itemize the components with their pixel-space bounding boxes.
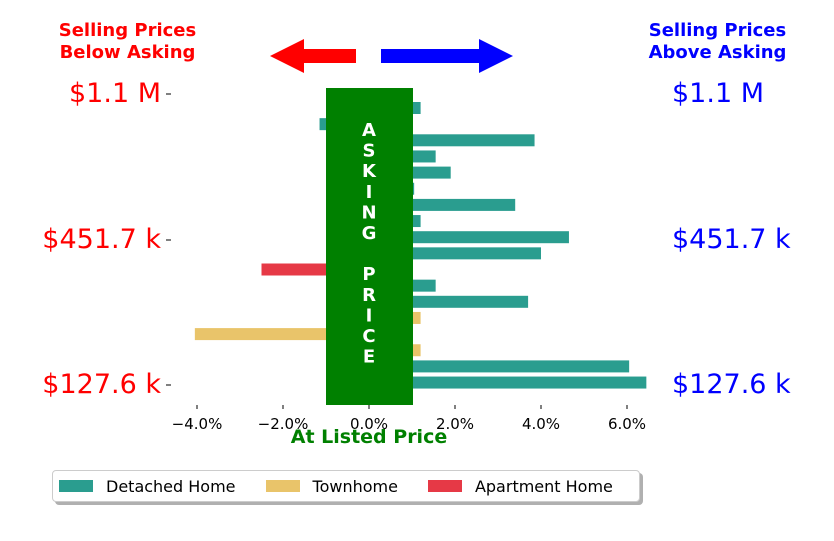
above-asking-title: Selling Prices Above Asking — [625, 20, 810, 64]
x-tick-label-0: −4.0% — [172, 415, 223, 433]
asking-letter-w2-2: I — [366, 305, 373, 326]
legend-swatch-apartment-home — [427, 480, 462, 492]
asking-letter-w1-2: K — [362, 161, 377, 182]
legend-item-townhome: Townhome — [265, 476, 398, 496]
bar-townhome-14 — [194, 328, 369, 341]
bars — [194, 102, 647, 389]
x-axis-label: At Listed Price — [290, 426, 448, 448]
bar-detached-home-8 — [369, 231, 569, 244]
asking-letter-w2-4: E — [363, 347, 375, 368]
above-asking-title-line2: Above Asking — [648, 42, 787, 63]
left-price-tick-marks — [166, 93, 171, 386]
asking-price-box — [326, 88, 413, 405]
price-label-left-top: $1.1 M — [69, 78, 161, 109]
below-asking-title-line1: Selling Prices — [58, 20, 197, 41]
asking-letter-w1-0: A — [362, 120, 376, 141]
asking-letter-w2-1: R — [362, 285, 376, 306]
x-axis: −4.0% −2.0% 0.0% 2.0% 4.0% 6.0% — [172, 405, 646, 433]
bar-detached-home-17 — [369, 376, 647, 389]
legend-label-detached-home: Detached Home — [106, 476, 236, 496]
above-asking-title-line1: Selling Prices — [648, 20, 787, 41]
price-label-right-top: $1.1 M — [672, 78, 764, 109]
legend: Detached Home Townhome Apartment Home — [52, 470, 640, 502]
asking-letter-w1-5: G — [362, 223, 377, 244]
legend-item-detached-home: Detached Home — [59, 477, 236, 496]
left-arrow-icon — [270, 39, 356, 73]
asking-letter-w1-3: I — [366, 182, 373, 203]
x-tick-label-5: 6.0% — [608, 415, 646, 433]
price-label-left-bottom: $127.6 k — [42, 369, 161, 400]
asking-letter-w2-3: C — [362, 326, 375, 347]
asking-letter-w1-4: N — [361, 202, 376, 223]
x-tick-label-4: 4.0% — [522, 415, 560, 433]
legend-swatch-detached-home — [59, 480, 93, 492]
asking-letter-w2-0: P — [362, 264, 375, 285]
price-label-right-bottom: $127.6 k — [672, 369, 791, 400]
legend-label-townhome: Townhome — [312, 476, 398, 496]
right-arrow-icon — [381, 39, 513, 73]
asking-letter-w1-1: S — [363, 141, 376, 162]
price-label-right-middle: $451.7 k — [672, 224, 791, 255]
bar-detached-home-16 — [369, 360, 630, 373]
legend-label-apartment-home: Apartment Home — [474, 476, 613, 496]
below-asking-title: Selling Prices Below Asking — [40, 20, 215, 64]
price-label-left-middle: $451.7 k — [42, 224, 161, 255]
legend-item-apartment-home: Apartment Home — [427, 476, 613, 496]
below-asking-title-line2: Below Asking — [59, 42, 196, 63]
legend-swatch-townhome — [265, 480, 300, 492]
x-tick-label-1: −2.0% — [258, 415, 309, 433]
x-tick-label-3: 2.0% — [436, 415, 474, 433]
x-tick-label-2: 0.0% — [350, 415, 388, 433]
